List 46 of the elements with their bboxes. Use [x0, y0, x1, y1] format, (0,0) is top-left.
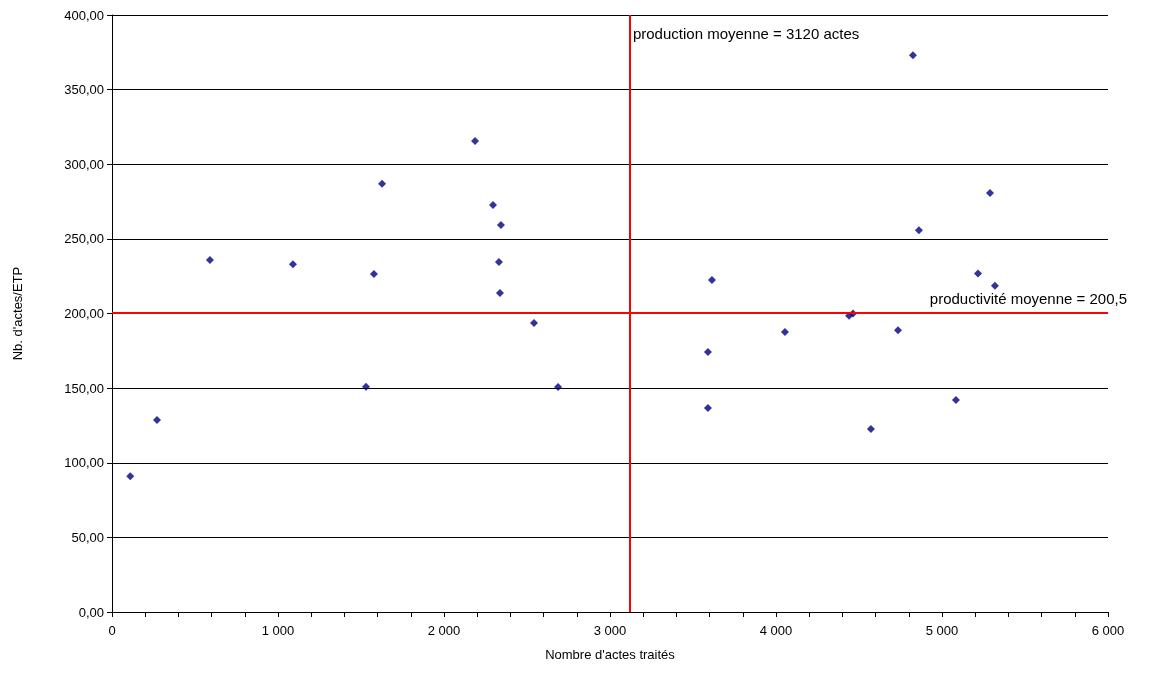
y-tick-label: 0,00 — [78, 604, 104, 620]
point — [703, 348, 712, 357]
y-tick-label: 100,00 — [64, 455, 104, 471]
point — [369, 269, 378, 278]
point — [703, 403, 712, 412]
point — [471, 136, 480, 145]
point — [914, 226, 923, 235]
point — [529, 319, 538, 328]
x-tick-label: 5 000 — [925, 623, 959, 638]
point — [205, 256, 214, 265]
y-tick-label: 50,00 — [71, 529, 104, 545]
point — [378, 179, 387, 188]
x-tick-label: 3 000 — [593, 623, 627, 638]
point — [707, 275, 716, 284]
x-tick-label: 4 000 — [759, 623, 793, 638]
point — [496, 220, 505, 229]
point — [152, 416, 161, 425]
x-tick-label: 1 000 — [261, 623, 295, 638]
point — [908, 51, 917, 60]
point — [495, 289, 504, 298]
point — [990, 281, 999, 290]
point — [554, 383, 563, 392]
y-tick-label: 200,00 — [64, 306, 104, 321]
point — [780, 328, 789, 337]
point — [288, 260, 297, 269]
point — [894, 326, 903, 335]
x-axis-title: Nombre d'actes traités — [545, 647, 676, 662]
y-tick-label: 400,00 — [64, 7, 104, 23]
point — [488, 201, 497, 209]
point — [494, 258, 503, 267]
x-tick-label: 2 000 — [427, 623, 461, 638]
y-tick-label: 350,00 — [64, 82, 104, 98]
point — [974, 269, 983, 278]
x-tick-label: 0 — [108, 623, 116, 638]
point — [361, 382, 370, 391]
ref-line-label: production moyenne = 3120 actes — [632, 25, 860, 42]
point — [126, 472, 135, 481]
point — [951, 396, 960, 405]
point — [866, 425, 875, 434]
y-tick-label: 150,00 — [64, 380, 104, 396]
point — [985, 189, 994, 198]
y-axis-title: Nb. d'actes/ETP — [10, 266, 25, 361]
x-tick-label: 6 000 — [1091, 623, 1125, 638]
ref-line-label: productivité moyenne = 200,5 — [929, 289, 1128, 307]
y-tick-label: 300,00 — [64, 156, 104, 172]
y-tick-label: 250,00 — [64, 231, 104, 247]
